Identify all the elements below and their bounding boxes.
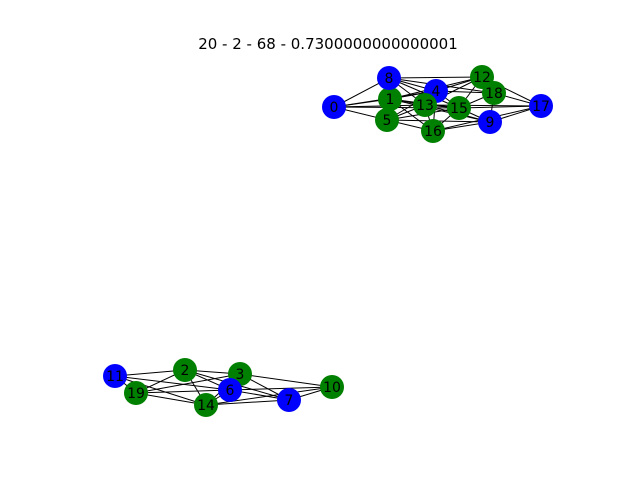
edges-layer <box>114 76 542 406</box>
node-label-11: 11 <box>106 369 124 385</box>
edge-6-10 <box>229 386 333 391</box>
node-13: 13 <box>413 93 437 117</box>
node-label-8: 8 <box>385 71 394 87</box>
node-10: 10 <box>320 375 344 399</box>
node-8: 8 <box>377 66 401 90</box>
node-circle-19 <box>124 381 148 405</box>
node-label-3: 3 <box>236 367 245 383</box>
node-label-1: 1 <box>386 92 395 108</box>
edge-3-10 <box>239 373 333 388</box>
node-label-9: 9 <box>486 115 495 131</box>
edge-1-9 <box>389 98 491 123</box>
node-11: 11 <box>103 364 127 388</box>
node-circle-11 <box>103 364 127 388</box>
edge-14-10 <box>205 386 333 406</box>
edge-19-6 <box>135 389 231 394</box>
node-circle-17 <box>529 94 553 118</box>
node-label-0: 0 <box>330 100 339 116</box>
node-circle-18 <box>482 81 506 105</box>
node-label-15: 15 <box>450 101 468 117</box>
node-label-18: 18 <box>485 86 503 102</box>
node-circle-10 <box>320 375 344 399</box>
node-label-12: 12 <box>473 70 491 86</box>
node-circle-13 <box>413 93 437 117</box>
node-circle-9 <box>478 110 502 134</box>
node-15: 15 <box>447 96 471 120</box>
node-label-6: 6 <box>226 383 235 399</box>
node-circle-16 <box>421 119 445 143</box>
node-18: 18 <box>482 81 506 105</box>
node-label-5: 5 <box>383 113 392 129</box>
edge-11-14 <box>114 375 207 406</box>
node-circle-15 <box>447 96 471 120</box>
node-label-2: 2 <box>181 363 190 379</box>
node-2: 2 <box>173 358 197 382</box>
edge-15-17 <box>458 105 542 109</box>
node-circle-2 <box>173 358 197 382</box>
node-label-19: 19 <box>127 386 145 402</box>
node-circle-1 <box>378 87 402 111</box>
edge-19-3 <box>135 373 241 394</box>
graph-title: 20 - 2 - 68 - 0.7300000000000001 <box>198 35 458 53</box>
node-circle-6 <box>218 378 242 402</box>
node-7: 7 <box>277 388 301 412</box>
node-label-13: 13 <box>416 98 434 114</box>
node-circle-14 <box>194 393 218 417</box>
node-circle-7 <box>277 388 301 412</box>
node-14: 14 <box>194 393 218 417</box>
node-19: 19 <box>124 381 148 405</box>
edge-13-17 <box>424 104 542 107</box>
node-circle-8 <box>377 66 401 90</box>
node-circle-0 <box>322 95 346 119</box>
node-0: 0 <box>322 95 346 119</box>
node-label-7: 7 <box>285 393 294 409</box>
node-16: 16 <box>421 119 445 143</box>
edge-11-6 <box>114 375 231 391</box>
node-6: 6 <box>218 378 242 402</box>
node-5: 5 <box>375 108 399 132</box>
node-label-14: 14 <box>197 398 215 414</box>
edge-8-12 <box>388 76 483 79</box>
node-circle-5 <box>375 108 399 132</box>
node-label-4: 4 <box>432 84 441 100</box>
node-9: 9 <box>478 110 502 134</box>
node-label-10: 10 <box>323 380 341 396</box>
node-label-16: 16 <box>424 124 442 140</box>
node-1: 1 <box>378 87 402 111</box>
node-label-17: 17 <box>532 99 550 115</box>
edge-8-15 <box>388 77 460 109</box>
edge-14-7 <box>205 399 290 406</box>
node-17: 17 <box>529 94 553 118</box>
